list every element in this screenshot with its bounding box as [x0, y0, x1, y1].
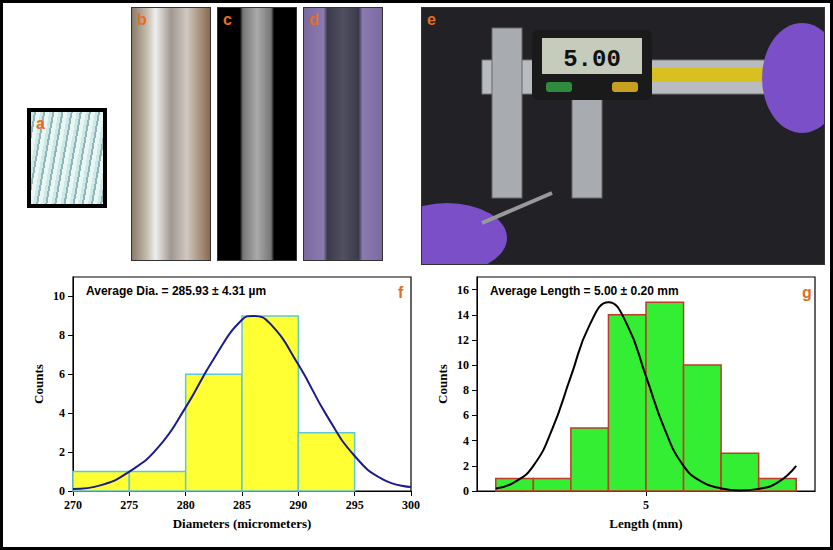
svg-text:Counts: Counts — [435, 364, 450, 404]
svg-text:5: 5 — [643, 498, 649, 512]
svg-text:8: 8 — [59, 328, 65, 342]
html-text:c: c — [223, 11, 232, 28]
svg-text:2: 2 — [59, 445, 65, 459]
svg-text:Average Length = 5.00 ± 0.20 m: Average Length = 5.00 ± 0.20 mm — [490, 284, 679, 298]
svg-text:10: 10 — [53, 289, 65, 303]
svg-text:290: 290 — [289, 498, 307, 512]
html-text:b: b — [137, 11, 147, 28]
svg-text:Diameters (micrometers): Diameters (micrometers) — [173, 516, 312, 531]
svg-text:Length (mm): Length (mm) — [609, 516, 682, 531]
svg-text:Average Dia. = 285.93 ± 4.31 µ: Average Dia. = 285.93 ± 4.31 µm — [86, 284, 266, 298]
svg-text:300: 300 — [402, 498, 420, 512]
svg-text:4: 4 — [463, 434, 469, 448]
svg-text:12: 12 — [457, 333, 469, 347]
svg-text:280: 280 — [177, 498, 195, 512]
svg-text:270: 270 — [64, 498, 82, 512]
html-text:a: a — [36, 115, 45, 132]
svg-text:4: 4 — [59, 406, 65, 420]
svg-text:275: 275 — [120, 498, 138, 512]
svg-text:295: 295 — [346, 498, 364, 512]
svg-text:Counts: Counts — [31, 364, 46, 404]
svg-text:10: 10 — [457, 358, 469, 372]
svg-text:6: 6 — [463, 408, 469, 422]
svg-text:285: 285 — [233, 498, 251, 512]
svg-text:0: 0 — [463, 484, 469, 498]
svg-text:g: g — [802, 284, 812, 301]
svg-text:5.00: 5.00 — [563, 46, 621, 73]
svg-text:f: f — [398, 284, 404, 301]
svg-text:16: 16 — [457, 283, 469, 297]
svg-text:0: 0 — [59, 484, 65, 498]
svg-text:6: 6 — [59, 367, 65, 381]
html-text:e: e — [427, 11, 436, 28]
svg-text:14: 14 — [457, 308, 469, 322]
svg-text:2: 2 — [463, 459, 469, 473]
html-text:d: d — [309, 11, 319, 28]
svg-text:8: 8 — [463, 383, 469, 397]
